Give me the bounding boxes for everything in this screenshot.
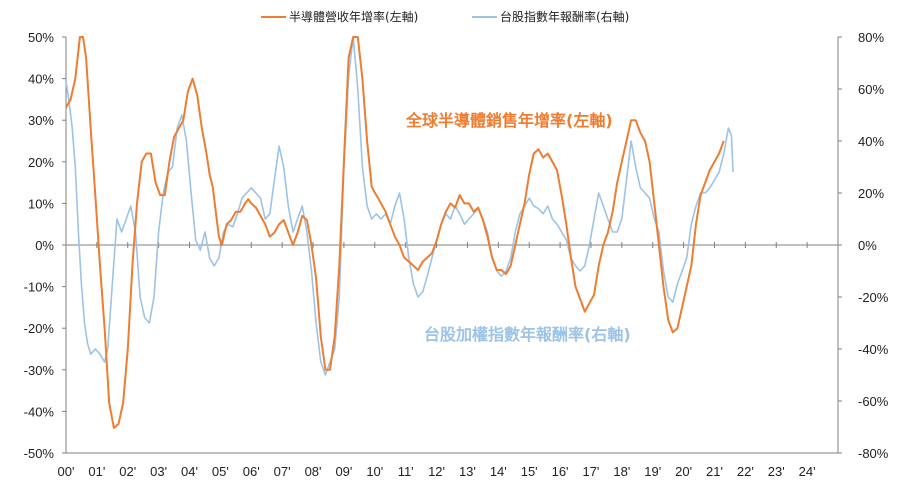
right-tick-label: -40% [858,342,889,357]
left-tick-label: 40% [28,72,54,87]
x-tick-label: 16' [552,464,569,479]
x-tick-label: 24' [799,464,816,479]
plot-area [65,36,734,429]
x-axis: 00' 01' 02' 03' 04' 05' 06' 07' 08' 09' 10' 11' 12' 1… [58,242,838,479]
left-tick-label: -20% [24,321,55,336]
left-tick-label: -30% [24,363,55,378]
right-tick-label: 40% [858,134,884,149]
x-tick-label: 14' [490,464,507,479]
left-tick-label: 10% [28,196,54,211]
right-axis: 80% 60% 40% 20% 0% -20% -40% -60% -80% [837,30,889,461]
x-tick-label: 10' [366,464,383,479]
left-axis: 50% 40% 30% 20% 10% 0% -10% -20% -30% -40% -50% [24,30,67,461]
x-tick-label: 09' [335,464,352,479]
legend-label-taiex: 台股指數年報酬率(右軸) [500,9,629,24]
x-tick-label: 15' [521,464,538,479]
left-tick-label: -40% [24,404,55,419]
x-tick-label: 01' [88,464,105,479]
x-tick-label: 13' [459,464,476,479]
x-tick-label: 06' [243,464,260,479]
x-tick-label: 04' [181,464,198,479]
right-tick-label: -20% [858,290,889,305]
series-line-taiex [65,36,734,376]
left-tick-label: -50% [24,446,55,461]
x-tick-label: 11' [398,464,414,479]
x-tick-label: 03' [150,464,167,479]
x-tick-label: 22' [737,464,754,479]
x-tick-label: 20' [675,464,692,479]
x-tick-label: 02' [119,464,136,479]
annotation-taiex: 台股加權指數年報酬率(右軸) [424,325,631,344]
left-tick-label: 50% [28,30,54,45]
x-tick-label: 05' [212,464,229,479]
right-tick-label: -60% [858,394,889,409]
right-tick-label: 60% [858,82,884,97]
right-tick-label: 20% [858,186,884,201]
left-tick-label: 30% [28,113,54,128]
x-tick-label: 23' [768,464,785,479]
left-tick-label: 0% [35,238,54,253]
right-tick-label: 0% [858,238,877,253]
right-tick-label: 80% [858,30,884,45]
x-tick-label: 08' [305,464,322,479]
legend: 半導體營收年增率(左軸) 台股指數年報酬率(右軸) [261,9,629,24]
annotation-semiconductor: 全球半導體銷售年增率(左軸) [405,111,613,130]
x-tick-label: 19' [644,464,661,479]
x-tick-label: 12' [428,464,445,479]
x-tick-label: 17' [582,464,599,479]
x-tick-label: 00' [58,464,75,479]
left-tick-label: -10% [24,280,55,295]
right-tick-label: -80% [858,446,889,461]
series-line-semiconductor [65,36,725,429]
left-tick-label: 20% [28,155,54,170]
x-tick-label: 21' [706,464,723,479]
x-tick-label: 18' [613,464,630,479]
legend-label-semiconductor: 半導體營收年增率(左軸) [289,9,418,24]
x-tick-label: 07' [274,464,291,479]
